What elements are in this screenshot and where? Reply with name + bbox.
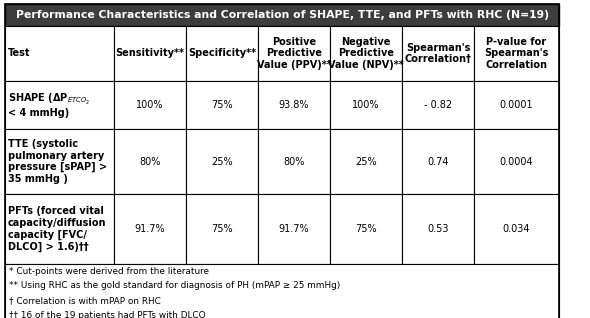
Text: - 0.82: - 0.82 <box>424 100 452 110</box>
Text: TTE (systolic
pulmonary artery
pressure [sPAP] >
35 mmHg ): TTE (systolic pulmonary artery pressure … <box>8 139 107 184</box>
Bar <box>330 81 402 129</box>
Text: 80%: 80% <box>283 156 304 167</box>
Text: 0.74: 0.74 <box>427 156 449 167</box>
Bar <box>5 81 114 129</box>
Text: 0.034: 0.034 <box>503 224 530 234</box>
Text: Positive
Predictive
Value (PPV)**: Positive Predictive Value (PPV)** <box>257 37 332 70</box>
Bar <box>114 81 186 129</box>
Bar <box>402 26 474 81</box>
Bar <box>186 81 258 129</box>
Text: 100%: 100% <box>136 100 164 110</box>
Text: † Correlation is with mPAP on RHC: † Correlation is with mPAP on RHC <box>9 296 161 305</box>
Bar <box>474 26 559 81</box>
Bar <box>474 129 559 194</box>
Text: Performance Characteristics and Correlation of SHAPE, TTE, and PFTs with RHC (N=: Performance Characteristics and Correlat… <box>15 10 549 20</box>
Bar <box>186 129 258 194</box>
Bar <box>5 264 559 318</box>
Bar <box>258 81 330 129</box>
Bar <box>330 194 402 264</box>
Bar <box>330 129 402 194</box>
Text: 25%: 25% <box>211 156 233 167</box>
Text: 93.8%: 93.8% <box>278 100 309 110</box>
Bar <box>114 26 186 81</box>
Text: Sensitivity**: Sensitivity** <box>116 49 185 59</box>
Text: Spearman's
Correlation†: Spearman's Correlation† <box>405 43 471 64</box>
Text: Negative
Predictive
Value (NPV)**: Negative Predictive Value (NPV)** <box>328 37 404 70</box>
Bar <box>5 4 559 26</box>
Bar <box>402 81 474 129</box>
Text: 75%: 75% <box>211 100 233 110</box>
Bar <box>402 194 474 264</box>
Bar <box>474 81 559 129</box>
Bar <box>5 26 114 81</box>
Text: 75%: 75% <box>355 224 377 234</box>
Text: 0.0001: 0.0001 <box>500 100 533 110</box>
Bar <box>258 194 330 264</box>
Bar <box>402 129 474 194</box>
Text: SHAPE (ΔP$_{ETCO_2}$
< 4 mmHg): SHAPE (ΔP$_{ETCO_2}$ < 4 mmHg) <box>8 92 90 118</box>
Bar <box>186 194 258 264</box>
Bar <box>114 129 186 194</box>
Bar <box>186 26 258 81</box>
Text: PFTs (forced vital
capacity/diffusion
capacity [FVC/
DLCO] > 1.6)††: PFTs (forced vital capacity/diffusion ca… <box>8 206 107 252</box>
Text: Specificity**: Specificity** <box>188 49 256 59</box>
Text: 0.0004: 0.0004 <box>500 156 533 167</box>
Text: * Cut-points were derived from the literature: * Cut-points were derived from the liter… <box>9 267 209 276</box>
Text: †† 16 of the 19 patients had PFTs with DLCO: †† 16 of the 19 patients had PFTs with D… <box>9 311 206 318</box>
Text: 91.7%: 91.7% <box>278 224 309 234</box>
Text: P-value for
Spearman's
Correlation: P-value for Spearman's Correlation <box>484 37 549 70</box>
Text: 80%: 80% <box>139 156 160 167</box>
Text: ** Using RHC as the gold standard for diagnosis of PH (mPAP ≥ 25 mmHg): ** Using RHC as the gold standard for di… <box>9 281 340 290</box>
Text: 75%: 75% <box>211 224 233 234</box>
Text: Test: Test <box>8 49 31 59</box>
Text: 0.53: 0.53 <box>427 224 449 234</box>
Bar <box>5 129 114 194</box>
Bar <box>330 26 402 81</box>
Text: 100%: 100% <box>352 100 380 110</box>
Bar <box>114 194 186 264</box>
Bar <box>5 194 114 264</box>
Bar <box>474 194 559 264</box>
Bar <box>258 26 330 81</box>
Bar <box>258 129 330 194</box>
Text: 91.7%: 91.7% <box>135 224 165 234</box>
Text: 25%: 25% <box>355 156 377 167</box>
